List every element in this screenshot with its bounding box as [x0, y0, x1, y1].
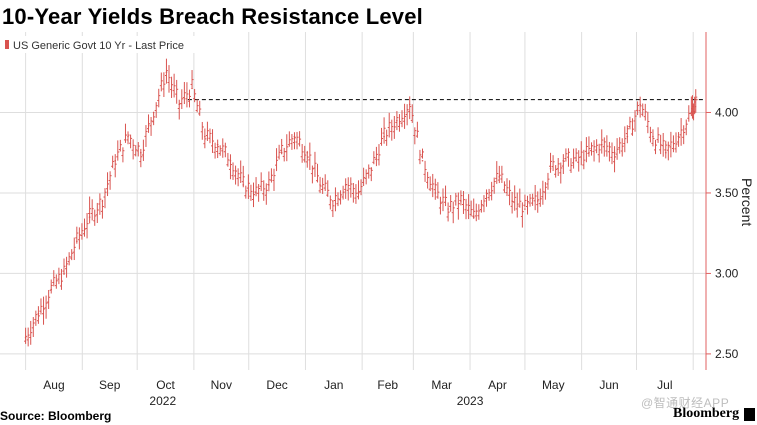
data-point	[344, 184, 347, 186]
bloomberg-logo: Bloomberg	[673, 406, 740, 421]
x-year-label: 2023	[457, 394, 484, 408]
data-point	[50, 288, 53, 291]
data-point	[549, 168, 552, 170]
data-point	[37, 312, 40, 315]
x-tick-label: Feb	[377, 378, 398, 392]
data-point	[696, 98, 698, 101]
data-point	[677, 135, 680, 138]
legend-box	[3, 36, 195, 53]
x-tick-label: Apr	[488, 378, 507, 392]
x-tick-label: Jun	[599, 378, 618, 392]
data-point	[319, 184, 321, 186]
data-point	[293, 135, 296, 138]
data-point	[152, 111, 155, 114]
data-point	[255, 192, 257, 194]
x-year-label: 2022	[149, 394, 176, 408]
data-point	[396, 119, 398, 122]
source-note: Source: Bloomberg	[0, 409, 112, 423]
x-tick-label: Jul	[657, 378, 672, 392]
data-point	[652, 135, 654, 138]
data-point	[127, 135, 129, 138]
data-point	[204, 135, 206, 138]
data-point	[216, 143, 219, 146]
price-series	[24, 58, 698, 347]
x-tick-label: Nov	[211, 378, 232, 392]
data-point	[434, 192, 437, 194]
data-point	[562, 159, 565, 162]
data-point	[306, 151, 309, 154]
data-point	[191, 87, 193, 90]
x-tick-label: May	[542, 378, 565, 392]
data-point	[332, 200, 334, 202]
data-point	[165, 71, 168, 74]
data-point	[421, 159, 424, 162]
data-point	[63, 272, 65, 275]
data-point	[88, 216, 91, 218]
y-axis: 2.50 3.00 3.50 4.00	[706, 105, 739, 361]
data-point	[511, 200, 513, 202]
data-point	[575, 159, 577, 162]
data-point	[690, 111, 693, 114]
data-point	[639, 103, 641, 106]
legend-label: US Generic Govt 10 Yr - Last Price	[13, 40, 184, 52]
data-point	[536, 200, 539, 202]
y-tick-label: 3.50	[715, 186, 739, 200]
data-point	[588, 151, 590, 154]
x-tick-label: Aug	[43, 378, 64, 392]
data-point	[370, 168, 373, 170]
data-point	[485, 192, 488, 194]
data-point	[229, 159, 232, 162]
data-point	[664, 151, 667, 154]
data-point	[76, 240, 78, 243]
data-point	[101, 200, 104, 202]
data-point	[613, 151, 616, 154]
y-tick-label: 2.50	[715, 347, 739, 361]
data-point	[242, 184, 245, 186]
data-point	[600, 143, 603, 146]
data-point	[498, 176, 501, 178]
y-tick-label: 4.00	[715, 105, 739, 119]
data-point	[472, 216, 475, 218]
data-point	[280, 151, 283, 154]
data-point	[460, 200, 462, 202]
data-point	[268, 184, 270, 186]
data-point	[140, 151, 142, 154]
data-point	[357, 192, 360, 194]
x-axis: Aug Sep Oct Nov Dec Jan Feb Mar Apr May Jun Jul 2022…	[43, 378, 672, 408]
chart-title: 10-Year Yields Breach Resistance Level	[2, 4, 423, 29]
y-tick-label: 3.00	[715, 266, 739, 280]
data-point	[178, 103, 181, 106]
y-axis-label: Percent	[739, 178, 755, 226]
x-tick-label: Jan	[324, 378, 343, 392]
x-tick-label: Oct	[156, 378, 175, 392]
x-tick-label: Dec	[266, 378, 287, 392]
data-point	[524, 208, 526, 210]
legend-swatch	[5, 40, 9, 49]
x-tick-label: Sep	[99, 378, 121, 392]
data-point	[408, 103, 411, 106]
x-tick-label: Mar	[431, 378, 452, 392]
data-point	[383, 135, 385, 138]
bloomberg-terminal-icon	[744, 408, 755, 421]
data-point	[626, 135, 629, 138]
watermark: @智通财经APP	[641, 396, 730, 410]
data-point	[24, 337, 27, 339]
data-point	[114, 159, 117, 162]
data-point	[447, 208, 449, 210]
